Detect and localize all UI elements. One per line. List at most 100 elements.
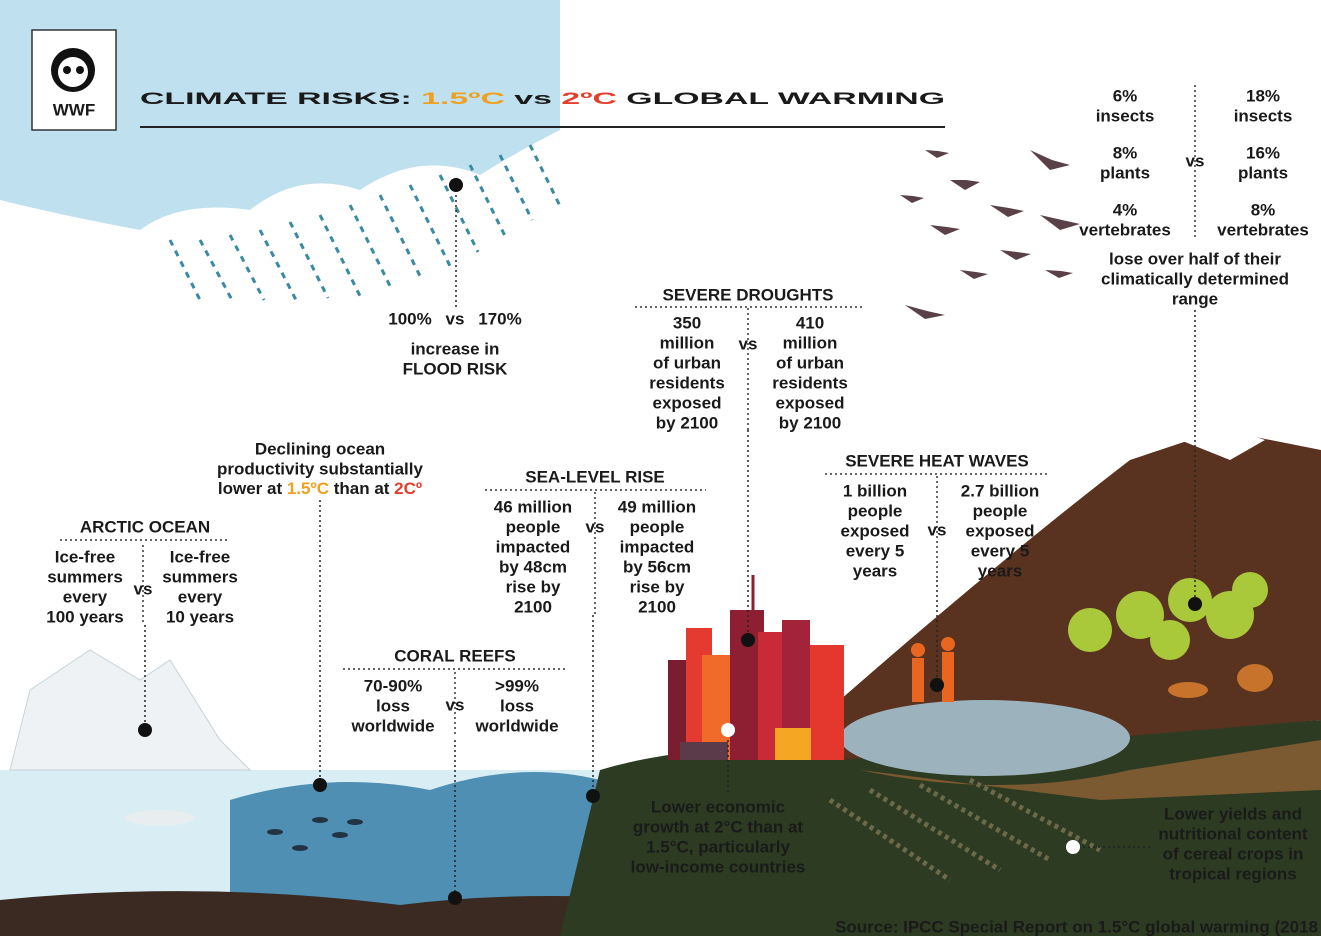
species-high: insects xyxy=(1234,106,1293,125)
high-value: 49 million xyxy=(618,497,696,516)
vs-label: vs xyxy=(134,579,153,598)
economy-text: growth at 2°C than at xyxy=(633,817,804,836)
ocean-text: productivity substantially xyxy=(217,459,423,478)
logo-text: WWF xyxy=(53,100,95,119)
high-value: every 5 xyxy=(971,541,1030,560)
low-value: 2100 xyxy=(514,597,552,616)
high-value: >99% xyxy=(495,676,539,695)
species-high: 16% xyxy=(1246,143,1280,162)
title-part: 2ºC xyxy=(561,89,617,108)
title-part: 1.5ºC xyxy=(421,89,505,108)
high-value: rise by xyxy=(630,577,685,596)
low-value: summers xyxy=(47,567,123,586)
low-value: by 48cm xyxy=(499,557,567,576)
high-value: 10 years xyxy=(166,607,234,626)
low-value: exposed xyxy=(653,393,722,412)
low-value: exposed xyxy=(841,521,910,540)
species-high: vertebrates xyxy=(1217,220,1309,239)
low-value: every 5 xyxy=(846,541,905,560)
low-value: every xyxy=(63,587,108,606)
high-value: worldwide xyxy=(474,716,558,735)
high-value: of urban xyxy=(776,353,844,372)
section-title: SEVERE DROUGHTS xyxy=(663,285,834,304)
vs-label: vs xyxy=(739,334,758,353)
ocean-text: lower at 1.5ºC than at 2Cº xyxy=(218,479,422,498)
flood-low: 100% xyxy=(388,309,431,328)
species-low: insects xyxy=(1096,106,1155,125)
title: CLIMATE RISKS: 1.5ºC vs 2ºC GLOBAL WARMI… xyxy=(140,89,945,108)
species-low: 6% xyxy=(1113,86,1138,105)
economy-text: low-income countries xyxy=(631,857,806,876)
vs-label: vs xyxy=(446,695,465,714)
high-value: by 2100 xyxy=(779,413,841,432)
low-value: people xyxy=(506,517,561,536)
high-value: 410 xyxy=(796,313,824,332)
high-value: exposed xyxy=(776,393,845,412)
low-value: loss xyxy=(376,696,410,715)
species-caption: climatically determined xyxy=(1101,269,1289,288)
species-high: 8% xyxy=(1251,200,1276,219)
high-value: by 56cm xyxy=(623,557,691,576)
vs-label: vs xyxy=(928,520,947,539)
high-value: exposed xyxy=(966,521,1035,540)
crops-text: Lower yields and xyxy=(1164,804,1302,823)
high-value: people xyxy=(973,501,1028,520)
source: Source: IPCC Special Report on 1.5°C glo… xyxy=(835,917,1318,936)
species-caption: lose over half of their xyxy=(1109,249,1281,268)
flood-text: increase in xyxy=(411,339,500,358)
economy-text: 1.5°C, particularly xyxy=(646,837,790,856)
species-low: 4% xyxy=(1113,200,1138,219)
crops-text: tropical regions xyxy=(1169,864,1297,883)
section-title: ARCTIC OCEAN xyxy=(80,517,210,536)
low-value: 350 xyxy=(673,313,701,332)
low-value: Ice-free xyxy=(55,547,115,566)
crops-text: of cereal crops in xyxy=(1163,844,1304,863)
species-caption: range xyxy=(1172,289,1218,308)
high-value: loss xyxy=(500,696,534,715)
vs-label: vs xyxy=(586,517,605,536)
low-value: people xyxy=(848,501,903,520)
low-value: 46 million xyxy=(494,497,572,516)
low-value: worldwide xyxy=(350,716,434,735)
flood-text: FLOOD RISK xyxy=(403,359,509,378)
species-low: 8% xyxy=(1113,143,1138,162)
low-value: years xyxy=(853,561,897,580)
ocean-part: lower at xyxy=(218,479,287,498)
low-value: by 2100 xyxy=(656,413,718,432)
high-value: 2100 xyxy=(638,597,676,616)
infographic: WWF CLIMATE RISKS: 1.5ºC vs 2ºC GLOBAL WA… xyxy=(0,0,1321,936)
vs-label: vs xyxy=(446,309,465,328)
high-value: 2.7 billion xyxy=(961,481,1039,500)
crops-text: nutritional content xyxy=(1158,824,1308,843)
high-value: people xyxy=(630,517,685,536)
species-low: vertebrates xyxy=(1079,220,1171,239)
low-value: of urban xyxy=(653,353,721,372)
species-high: 18% xyxy=(1246,86,1280,105)
high-value: summers xyxy=(162,567,238,586)
low-value: rise by xyxy=(506,577,561,596)
title-part: vs xyxy=(505,89,561,108)
title-part: GLOBAL WARMING xyxy=(617,89,945,108)
species-low: plants xyxy=(1100,163,1150,182)
vs-label: vs xyxy=(1186,151,1205,170)
low-value: 100 years xyxy=(46,607,124,626)
ocean-part: 2Cº xyxy=(394,479,422,498)
low-value: million xyxy=(660,333,715,352)
high-value: Ice-free xyxy=(170,547,230,566)
high-value: million xyxy=(783,333,838,352)
section-title: SEVERE HEAT WAVES xyxy=(845,451,1029,470)
low-value: impacted xyxy=(496,537,571,556)
economy-text: Lower economic xyxy=(651,797,785,816)
ocean-part: 1.5ºC xyxy=(287,479,329,498)
title-part: CLIMATE RISKS: xyxy=(140,89,421,108)
low-value: 1 billion xyxy=(843,481,907,500)
ocean-part: than at xyxy=(329,479,394,498)
high-value: every xyxy=(178,587,223,606)
species-high: plants xyxy=(1238,163,1288,182)
section-title: CORAL REEFS xyxy=(394,646,516,665)
section-title: SEA-LEVEL RISE xyxy=(525,467,665,486)
high-value: residents xyxy=(772,373,848,392)
high-value: years xyxy=(978,561,1022,580)
high-value: impacted xyxy=(620,537,695,556)
flood-high: 170% xyxy=(478,309,521,328)
